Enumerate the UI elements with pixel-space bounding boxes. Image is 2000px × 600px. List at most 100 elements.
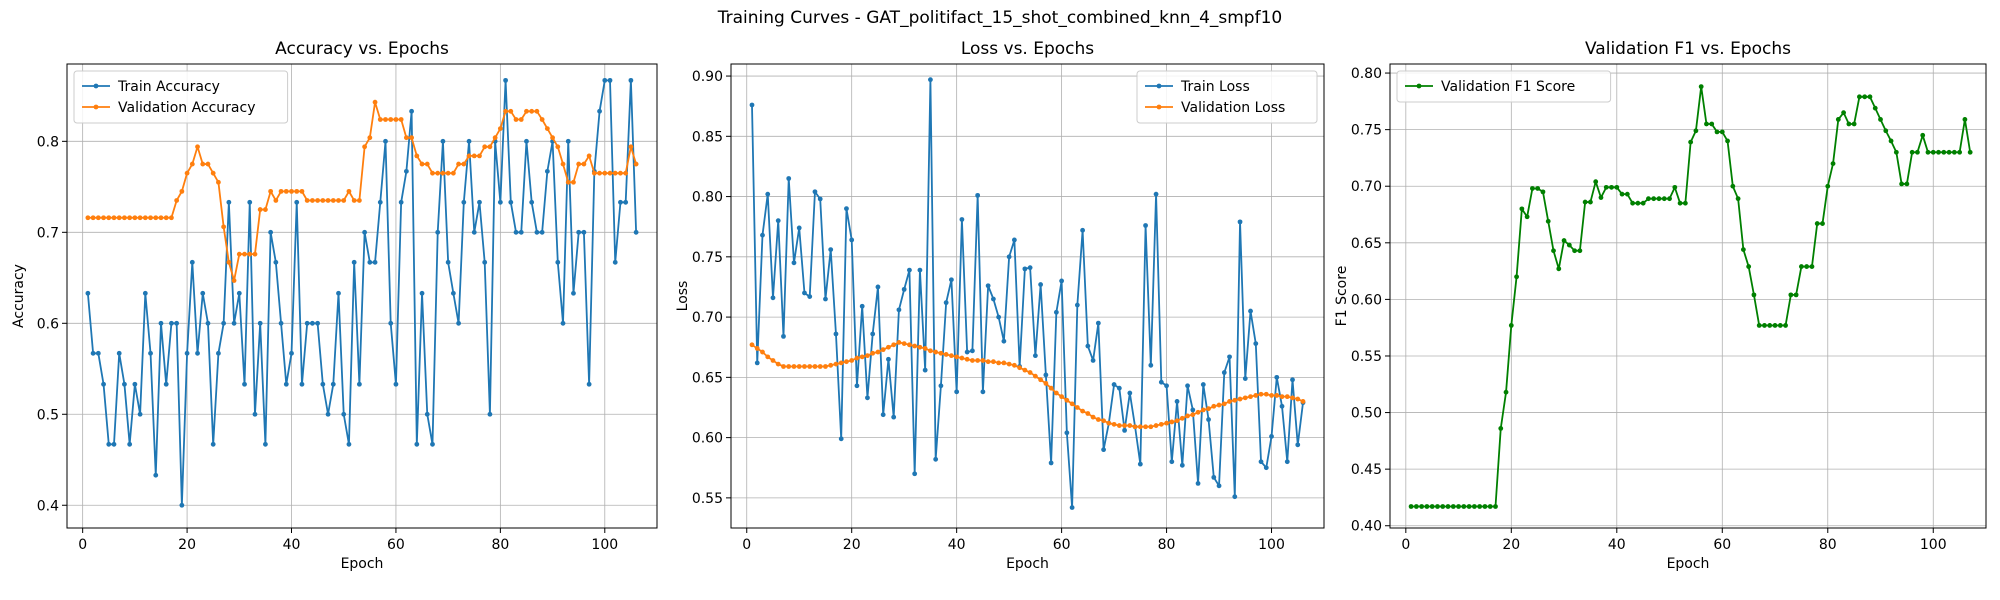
data-point <box>1137 424 1143 430</box>
data-point <box>807 294 813 300</box>
data-point <box>1237 219 1243 225</box>
data-point <box>351 198 357 203</box>
data-point <box>163 381 169 387</box>
data-point <box>95 215 101 221</box>
data-point <box>959 217 965 222</box>
data-point <box>1930 149 1936 155</box>
data-point <box>1284 394 1290 400</box>
data-point <box>450 170 456 176</box>
data-point <box>875 349 881 355</box>
data-point <box>633 229 639 235</box>
data-point <box>1593 179 1599 185</box>
data-point <box>289 188 294 194</box>
data-point <box>1148 424 1154 430</box>
y-tick-label: 0.75 <box>1351 123 1382 139</box>
x-axis-label: Epoch <box>1667 556 1710 572</box>
data-point <box>891 414 897 420</box>
data-point <box>1216 402 1222 408</box>
data-point <box>1027 370 1033 375</box>
data-point <box>1498 426 1504 431</box>
data-point <box>524 138 529 144</box>
data-point <box>1408 504 1414 509</box>
data-point <box>576 161 582 167</box>
data-point <box>466 153 472 159</box>
data-point <box>1200 407 1206 413</box>
data-point <box>990 296 996 302</box>
data-point <box>482 144 488 150</box>
data-point <box>828 362 834 368</box>
data-point <box>341 198 347 203</box>
data-point <box>576 229 582 235</box>
data-point <box>1106 420 1112 426</box>
legend: Train Loss Validation Loss <box>1136 70 1318 124</box>
data-point <box>1095 417 1101 422</box>
data-point <box>802 290 807 296</box>
data-point <box>550 135 555 141</box>
data-point <box>754 346 760 351</box>
data-point <box>1962 117 1968 122</box>
data-point <box>132 215 138 221</box>
data-point <box>943 352 949 357</box>
y-tick-label: 0.55 <box>1351 349 1382 365</box>
data-point <box>85 290 91 296</box>
data-point <box>1059 278 1065 284</box>
data-point <box>539 229 545 235</box>
data-point <box>189 259 195 265</box>
data-point <box>1688 139 1694 145</box>
data-point <box>1274 374 1280 380</box>
data-point <box>132 381 138 387</box>
data-point <box>1508 323 1514 328</box>
data-point <box>189 161 195 167</box>
legend: Train Accuracy Validation Accuracy <box>73 70 289 124</box>
x-tick-label: 20 <box>843 537 861 553</box>
legend-marker <box>1156 83 1162 89</box>
data-point <box>912 471 918 477</box>
data-point <box>555 144 561 150</box>
data-point <box>257 320 263 326</box>
plot-frame <box>66 63 658 529</box>
data-point <box>1011 362 1017 368</box>
data-point <box>148 215 153 221</box>
data-point <box>1116 385 1122 391</box>
data-point <box>518 117 524 122</box>
x-tick-label: 60 <box>387 537 405 553</box>
data-point <box>330 198 336 203</box>
data-point <box>247 199 253 205</box>
data-point <box>482 259 488 265</box>
series-validation-loss <box>749 340 1306 430</box>
data-point <box>179 502 185 508</box>
data-point <box>786 176 792 181</box>
data-point <box>959 355 965 361</box>
data-point <box>1461 504 1467 509</box>
legend-label: Validation Accuracy <box>118 100 256 116</box>
data-point <box>263 441 268 447</box>
data-point <box>1783 323 1788 328</box>
data-point <box>492 135 498 141</box>
data-point <box>513 117 519 122</box>
data-point <box>1946 149 1952 155</box>
data-point <box>1221 401 1227 407</box>
y-axis-label: Accuracy <box>11 264 27 328</box>
data-point <box>1017 365 1023 371</box>
data-point <box>954 354 960 360</box>
data-point <box>153 215 159 221</box>
data-point <box>943 300 949 306</box>
data-point <box>854 355 860 361</box>
y-tick-label: 0.70 <box>692 310 723 326</box>
data-point <box>633 161 639 167</box>
data-point <box>1619 191 1625 197</box>
data-point <box>1206 406 1211 412</box>
data-point <box>1179 415 1185 421</box>
f1-chart: Validation F1 vs. Epochs 0 20 40 60 80 100 0.40… <box>1334 39 1987 572</box>
data-point <box>1857 94 1862 100</box>
data-point <box>1179 462 1185 468</box>
data-point <box>200 290 206 296</box>
data-point <box>158 320 164 326</box>
data-point <box>503 108 508 114</box>
series-validation-accuracy <box>85 99 639 283</box>
data-point <box>1540 189 1546 195</box>
data-point <box>367 135 373 141</box>
x-tick-label: 40 <box>948 537 966 553</box>
y-tick-label: 0.75 <box>692 250 723 266</box>
data-point <box>907 342 912 348</box>
